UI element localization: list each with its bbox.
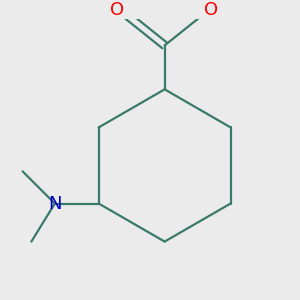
Text: O: O <box>110 1 124 19</box>
Text: O: O <box>204 1 218 19</box>
Text: N: N <box>48 194 61 212</box>
